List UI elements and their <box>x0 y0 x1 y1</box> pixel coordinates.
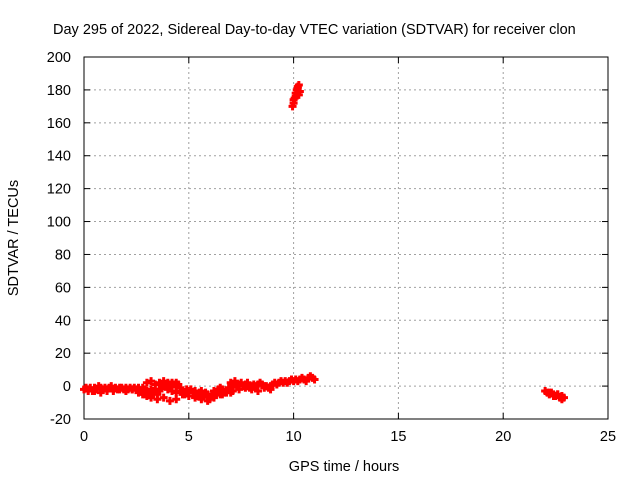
data-point <box>109 387 118 396</box>
data-point <box>121 387 130 396</box>
grid-lines <box>84 57 608 419</box>
x-axis-label: GPS time / hours <box>289 459 399 475</box>
data-point <box>557 395 566 404</box>
y-tick-label: 180 <box>47 83 71 99</box>
chart-title: Day 295 of 2022, Sidereal Day-to-day VTE… <box>53 22 576 38</box>
data-point <box>172 378 181 387</box>
data-point <box>147 377 156 386</box>
data-point <box>201 390 210 399</box>
y-tick-label: -20 <box>50 412 71 428</box>
data-point <box>243 378 252 387</box>
y-tick-label: 60 <box>55 280 71 296</box>
x-tick-label: 25 <box>600 429 616 445</box>
data-point <box>226 388 235 397</box>
y-tick-label: 0 <box>63 379 71 395</box>
data-point <box>235 380 244 389</box>
data-point <box>205 395 214 404</box>
data-point <box>176 387 185 396</box>
axis-ticks: 0 5 10 15 20 25 -20 0 20 40 60 80 100 120 140 160 180 200 <box>47 50 616 445</box>
data-point <box>134 388 143 397</box>
data-point <box>147 393 156 402</box>
y-tick-label: 100 <box>47 215 71 231</box>
data-point <box>266 385 275 394</box>
data-points <box>80 80 568 405</box>
data-point <box>128 385 137 394</box>
data-point <box>151 380 160 389</box>
data-point <box>549 391 558 400</box>
data-point <box>184 391 193 400</box>
data-point <box>545 388 554 397</box>
data-point <box>172 388 181 397</box>
data-point <box>163 385 172 394</box>
y-tick-label: 160 <box>47 116 71 132</box>
y-tick-label: 80 <box>55 247 71 263</box>
y-axis-label: SDTVAR / TECUs <box>6 180 22 296</box>
data-point <box>168 387 177 396</box>
data-point <box>96 388 105 397</box>
data-point <box>142 391 151 400</box>
data-point <box>180 390 189 399</box>
data-point <box>155 378 164 387</box>
data-point <box>138 390 147 399</box>
data-point <box>222 387 231 396</box>
data-point <box>142 378 151 387</box>
data-point <box>214 388 223 397</box>
data-point <box>253 387 262 396</box>
data-point <box>209 391 218 400</box>
data-point <box>115 385 124 394</box>
y-tick-label: 40 <box>55 313 71 329</box>
data-point <box>153 395 162 404</box>
data-point <box>294 80 303 89</box>
plot-frame <box>83 56 609 420</box>
data-point <box>230 377 239 386</box>
data-point <box>218 390 227 399</box>
data-point <box>90 387 99 396</box>
x-tick-label: 10 <box>286 429 302 445</box>
x-tick-label: 20 <box>495 429 511 445</box>
x-tick-label: 15 <box>390 429 406 445</box>
y-tick-label: 200 <box>47 50 71 66</box>
data-point <box>247 385 256 394</box>
data-point <box>159 393 168 402</box>
y-tick-label: 20 <box>55 346 71 362</box>
data-point <box>291 92 300 101</box>
data-point <box>193 391 202 400</box>
data-point <box>165 396 174 405</box>
data-point <box>239 382 248 391</box>
data-point <box>226 378 235 387</box>
data-point <box>310 375 319 384</box>
y-tick-label: 120 <box>47 182 71 198</box>
x-tick-label: 0 <box>80 429 88 445</box>
data-point <box>197 393 206 402</box>
data-point <box>553 390 562 399</box>
data-point <box>159 377 168 386</box>
data-point <box>260 383 269 392</box>
x-tick-label: 5 <box>185 429 193 445</box>
y-tick-label: 140 <box>47 149 71 165</box>
